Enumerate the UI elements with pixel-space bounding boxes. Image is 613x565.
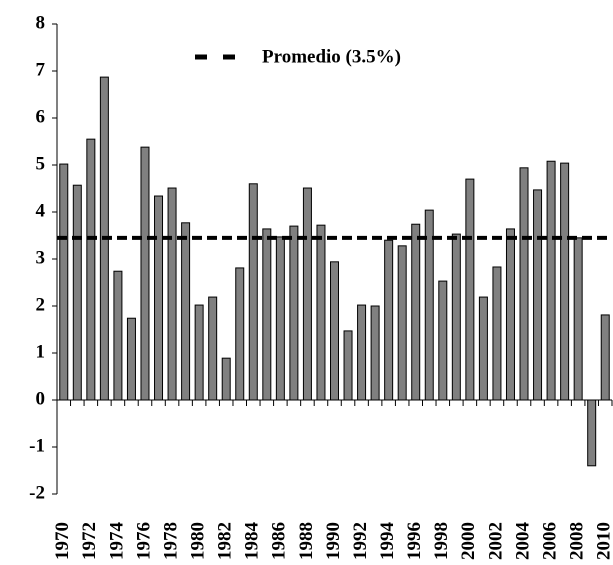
bar bbox=[451, 233, 461, 401]
y-tick-label: 1 bbox=[36, 341, 46, 362]
x-tick-label: 2010 bbox=[594, 522, 613, 560]
bar bbox=[316, 224, 326, 401]
bar bbox=[573, 237, 583, 401]
bar bbox=[86, 138, 96, 401]
bar bbox=[505, 228, 515, 401]
y-tick-label: 4 bbox=[36, 200, 46, 221]
bar bbox=[262, 228, 272, 401]
bar bbox=[302, 187, 312, 401]
x-tick-label: 1996 bbox=[404, 522, 425, 560]
x-tick-label: 2004 bbox=[512, 522, 533, 561]
bar bbox=[275, 236, 285, 401]
bar bbox=[560, 162, 570, 401]
y-tick-label: 5 bbox=[36, 153, 46, 174]
x-tick-label: 1980 bbox=[187, 522, 208, 560]
bar bbox=[167, 187, 177, 401]
bar bbox=[357, 304, 367, 401]
bar bbox=[384, 239, 394, 401]
bar bbox=[126, 317, 136, 401]
bar bbox=[72, 184, 82, 401]
x-tick-label: 1992 bbox=[350, 522, 371, 560]
bar bbox=[235, 267, 245, 401]
x-tick-label: 2006 bbox=[539, 522, 560, 560]
y-tick-label: 8 bbox=[36, 12, 46, 33]
bar bbox=[587, 399, 597, 467]
bar bbox=[546, 160, 556, 401]
bar bbox=[343, 330, 353, 401]
x-tick-label: 1988 bbox=[296, 522, 317, 560]
legend-label: Promedio (3.5%) bbox=[262, 46, 401, 67]
bar bbox=[330, 261, 339, 401]
x-tick-label: 1984 bbox=[242, 522, 263, 561]
y-tick-label: 2 bbox=[36, 294, 46, 315]
x-tick-label: 1978 bbox=[160, 522, 181, 560]
bar bbox=[221, 357, 231, 401]
bar bbox=[533, 189, 543, 401]
x-tick-label: 1982 bbox=[215, 522, 236, 560]
bar bbox=[478, 296, 488, 401]
y-tick-label: -1 bbox=[29, 435, 45, 456]
bar bbox=[140, 146, 150, 401]
bar bbox=[370, 305, 380, 401]
x-tick-label: 2008 bbox=[567, 522, 588, 560]
bar bbox=[411, 223, 421, 401]
bar bbox=[113, 270, 123, 401]
bar bbox=[154, 195, 164, 401]
y-tick-label: 6 bbox=[36, 106, 46, 127]
x-tick-label: 1998 bbox=[431, 522, 452, 560]
bar bbox=[248, 183, 258, 401]
bar bbox=[194, 304, 204, 401]
y-tick-label: 7 bbox=[36, 59, 46, 80]
bar bbox=[289, 225, 299, 401]
bar bbox=[519, 167, 529, 401]
x-tick-label: 1970 bbox=[52, 522, 73, 560]
y-tick-label: -2 bbox=[29, 482, 45, 503]
x-tick-label: 1994 bbox=[377, 522, 398, 561]
bar bbox=[465, 178, 475, 401]
bar bbox=[208, 296, 218, 401]
bar bbox=[438, 280, 448, 401]
bar bbox=[397, 245, 407, 401]
bar bbox=[59, 163, 69, 401]
x-tick-label: 2002 bbox=[485, 522, 506, 560]
bar bbox=[600, 314, 610, 401]
x-tick-label: 1986 bbox=[269, 522, 290, 560]
x-tick-label: 1972 bbox=[79, 522, 100, 560]
bar bbox=[492, 266, 502, 401]
x-tick-label: 2000 bbox=[458, 522, 479, 560]
x-tick-label: 1976 bbox=[133, 522, 154, 560]
y-tick-label: 3 bbox=[36, 247, 46, 268]
x-tick-label: 1974 bbox=[106, 522, 127, 561]
y-tick-label: 0 bbox=[36, 388, 46, 409]
bar bbox=[181, 222, 191, 401]
x-tick-label: 1990 bbox=[323, 522, 344, 560]
